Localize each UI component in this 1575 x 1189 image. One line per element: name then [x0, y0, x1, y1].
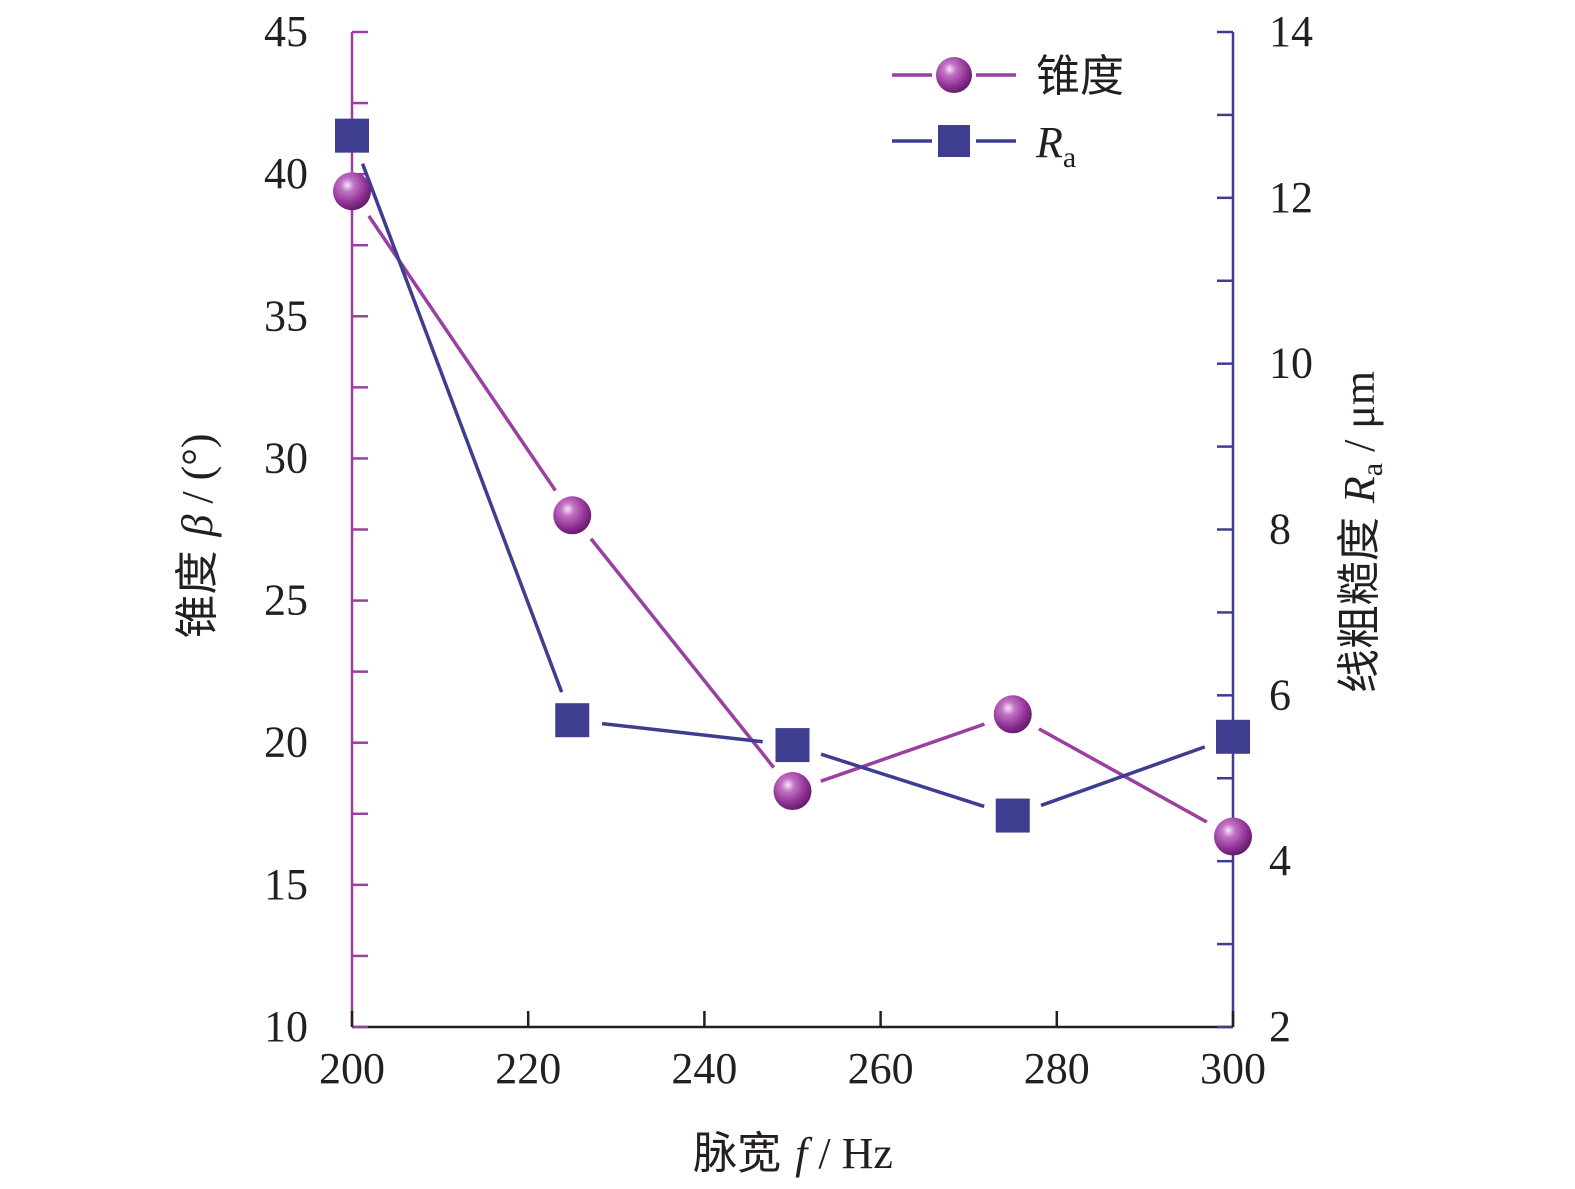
series-1-point — [555, 703, 590, 738]
y-axis-right-title: 线粗糙度 Ra / μm — [1334, 371, 1389, 693]
series-0-point — [993, 695, 1032, 734]
series-markers — [333, 118, 1252, 856]
series-1-line-segment — [820, 752, 985, 809]
y-right-tick-label: 14 — [1269, 7, 1313, 56]
series-1-point — [1216, 719, 1250, 754]
series-0-line-segment — [589, 537, 776, 769]
x-axis-title: 脉宽 f / Hz — [693, 1128, 893, 1179]
y-right-tick-label: 2 — [1269, 1002, 1291, 1051]
legend: 锥度 Ra — [892, 51, 1124, 174]
x-tick-label: 220 — [495, 1044, 561, 1093]
series-0-point — [1214, 817, 1252, 856]
x-tick-label: 200 — [319, 1044, 385, 1093]
y-left-tick-label: 30 — [264, 433, 308, 482]
y-left-tick-label: 20 — [264, 718, 308, 767]
y-right-tick-label: 4 — [1269, 836, 1291, 885]
y-left-tick-label: 25 — [264, 576, 308, 625]
series-1-point — [995, 798, 1030, 833]
x-tick-label: 260 — [848, 1044, 914, 1093]
y-left-tick-label: 35 — [264, 291, 308, 340]
series-0-point — [553, 496, 592, 535]
x-tick-label: 280 — [1024, 1044, 1090, 1093]
axes — [350, 30, 1235, 1029]
y-right-tick-label: 10 — [1269, 339, 1313, 388]
series-0-point — [333, 172, 371, 211]
x-tick-label: 240 — [671, 1044, 737, 1093]
legend-label: Ra — [1035, 118, 1076, 174]
y-left-tick-label: 45 — [264, 7, 308, 56]
series-1-line-segment — [360, 163, 564, 693]
series-1-point — [335, 118, 369, 153]
series-1-line-segment — [601, 721, 763, 744]
legend-label: 锥度 — [1036, 51, 1124, 102]
y-right-tick-label: 12 — [1269, 173, 1313, 222]
series-0-point — [773, 772, 812, 811]
series-1-point — [775, 728, 810, 763]
y-right-tick-label: 8 — [1269, 505, 1291, 554]
y-left-tick-label: 40 — [264, 149, 308, 198]
series-1-line-segment — [1040, 745, 1206, 808]
y-left-tick-label: 15 — [264, 860, 308, 909]
tick-labels: 10 15 20 25 30 35 40 45 2 4 6 8 10 12 14 200 220 240 260 28… — [264, 7, 1313, 1093]
legend-marker-square — [938, 125, 970, 157]
y-left-tick-label: 10 — [264, 1002, 308, 1051]
x-tick-label: 300 — [1200, 1044, 1266, 1093]
series-lines — [360, 163, 1208, 824]
y-right-tick-label: 6 — [1269, 670, 1291, 719]
y-axis-left-title: 锥度 β / (°) — [172, 433, 223, 638]
legend-marker-circle — [936, 57, 972, 93]
series-0-line-segment — [820, 722, 985, 783]
